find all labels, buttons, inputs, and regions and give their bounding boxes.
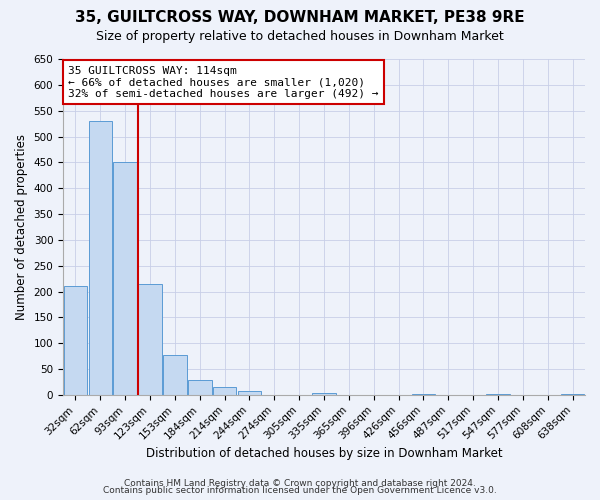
Y-axis label: Number of detached properties: Number of detached properties (15, 134, 28, 320)
Bar (238, 390, 261, 395)
Bar (312, 394, 336, 395)
Bar (412, 394, 435, 395)
Text: Contains public sector information licensed under the Open Government Licence v3: Contains public sector information licen… (103, 486, 497, 495)
X-axis label: Distribution of detached houses by size in Downham Market: Distribution of detached houses by size … (146, 447, 502, 460)
Bar (561, 394, 584, 395)
Bar (188, 380, 212, 395)
Text: Contains HM Land Registry data © Crown copyright and database right 2024.: Contains HM Land Registry data © Crown c… (124, 478, 476, 488)
Text: Size of property relative to detached houses in Downham Market: Size of property relative to detached ho… (96, 30, 504, 43)
Bar (163, 354, 187, 395)
Bar (89, 121, 112, 395)
Bar (113, 162, 137, 395)
Text: 35 GUILTCROSS WAY: 114sqm
← 66% of detached houses are smaller (1,020)
32% of se: 35 GUILTCROSS WAY: 114sqm ← 66% of detac… (68, 66, 379, 99)
Bar (213, 387, 236, 395)
Bar (138, 284, 162, 395)
Bar (486, 394, 510, 395)
Text: 35, GUILTCROSS WAY, DOWNHAM MARKET, PE38 9RE: 35, GUILTCROSS WAY, DOWNHAM MARKET, PE38… (75, 10, 525, 25)
Bar (64, 286, 87, 395)
